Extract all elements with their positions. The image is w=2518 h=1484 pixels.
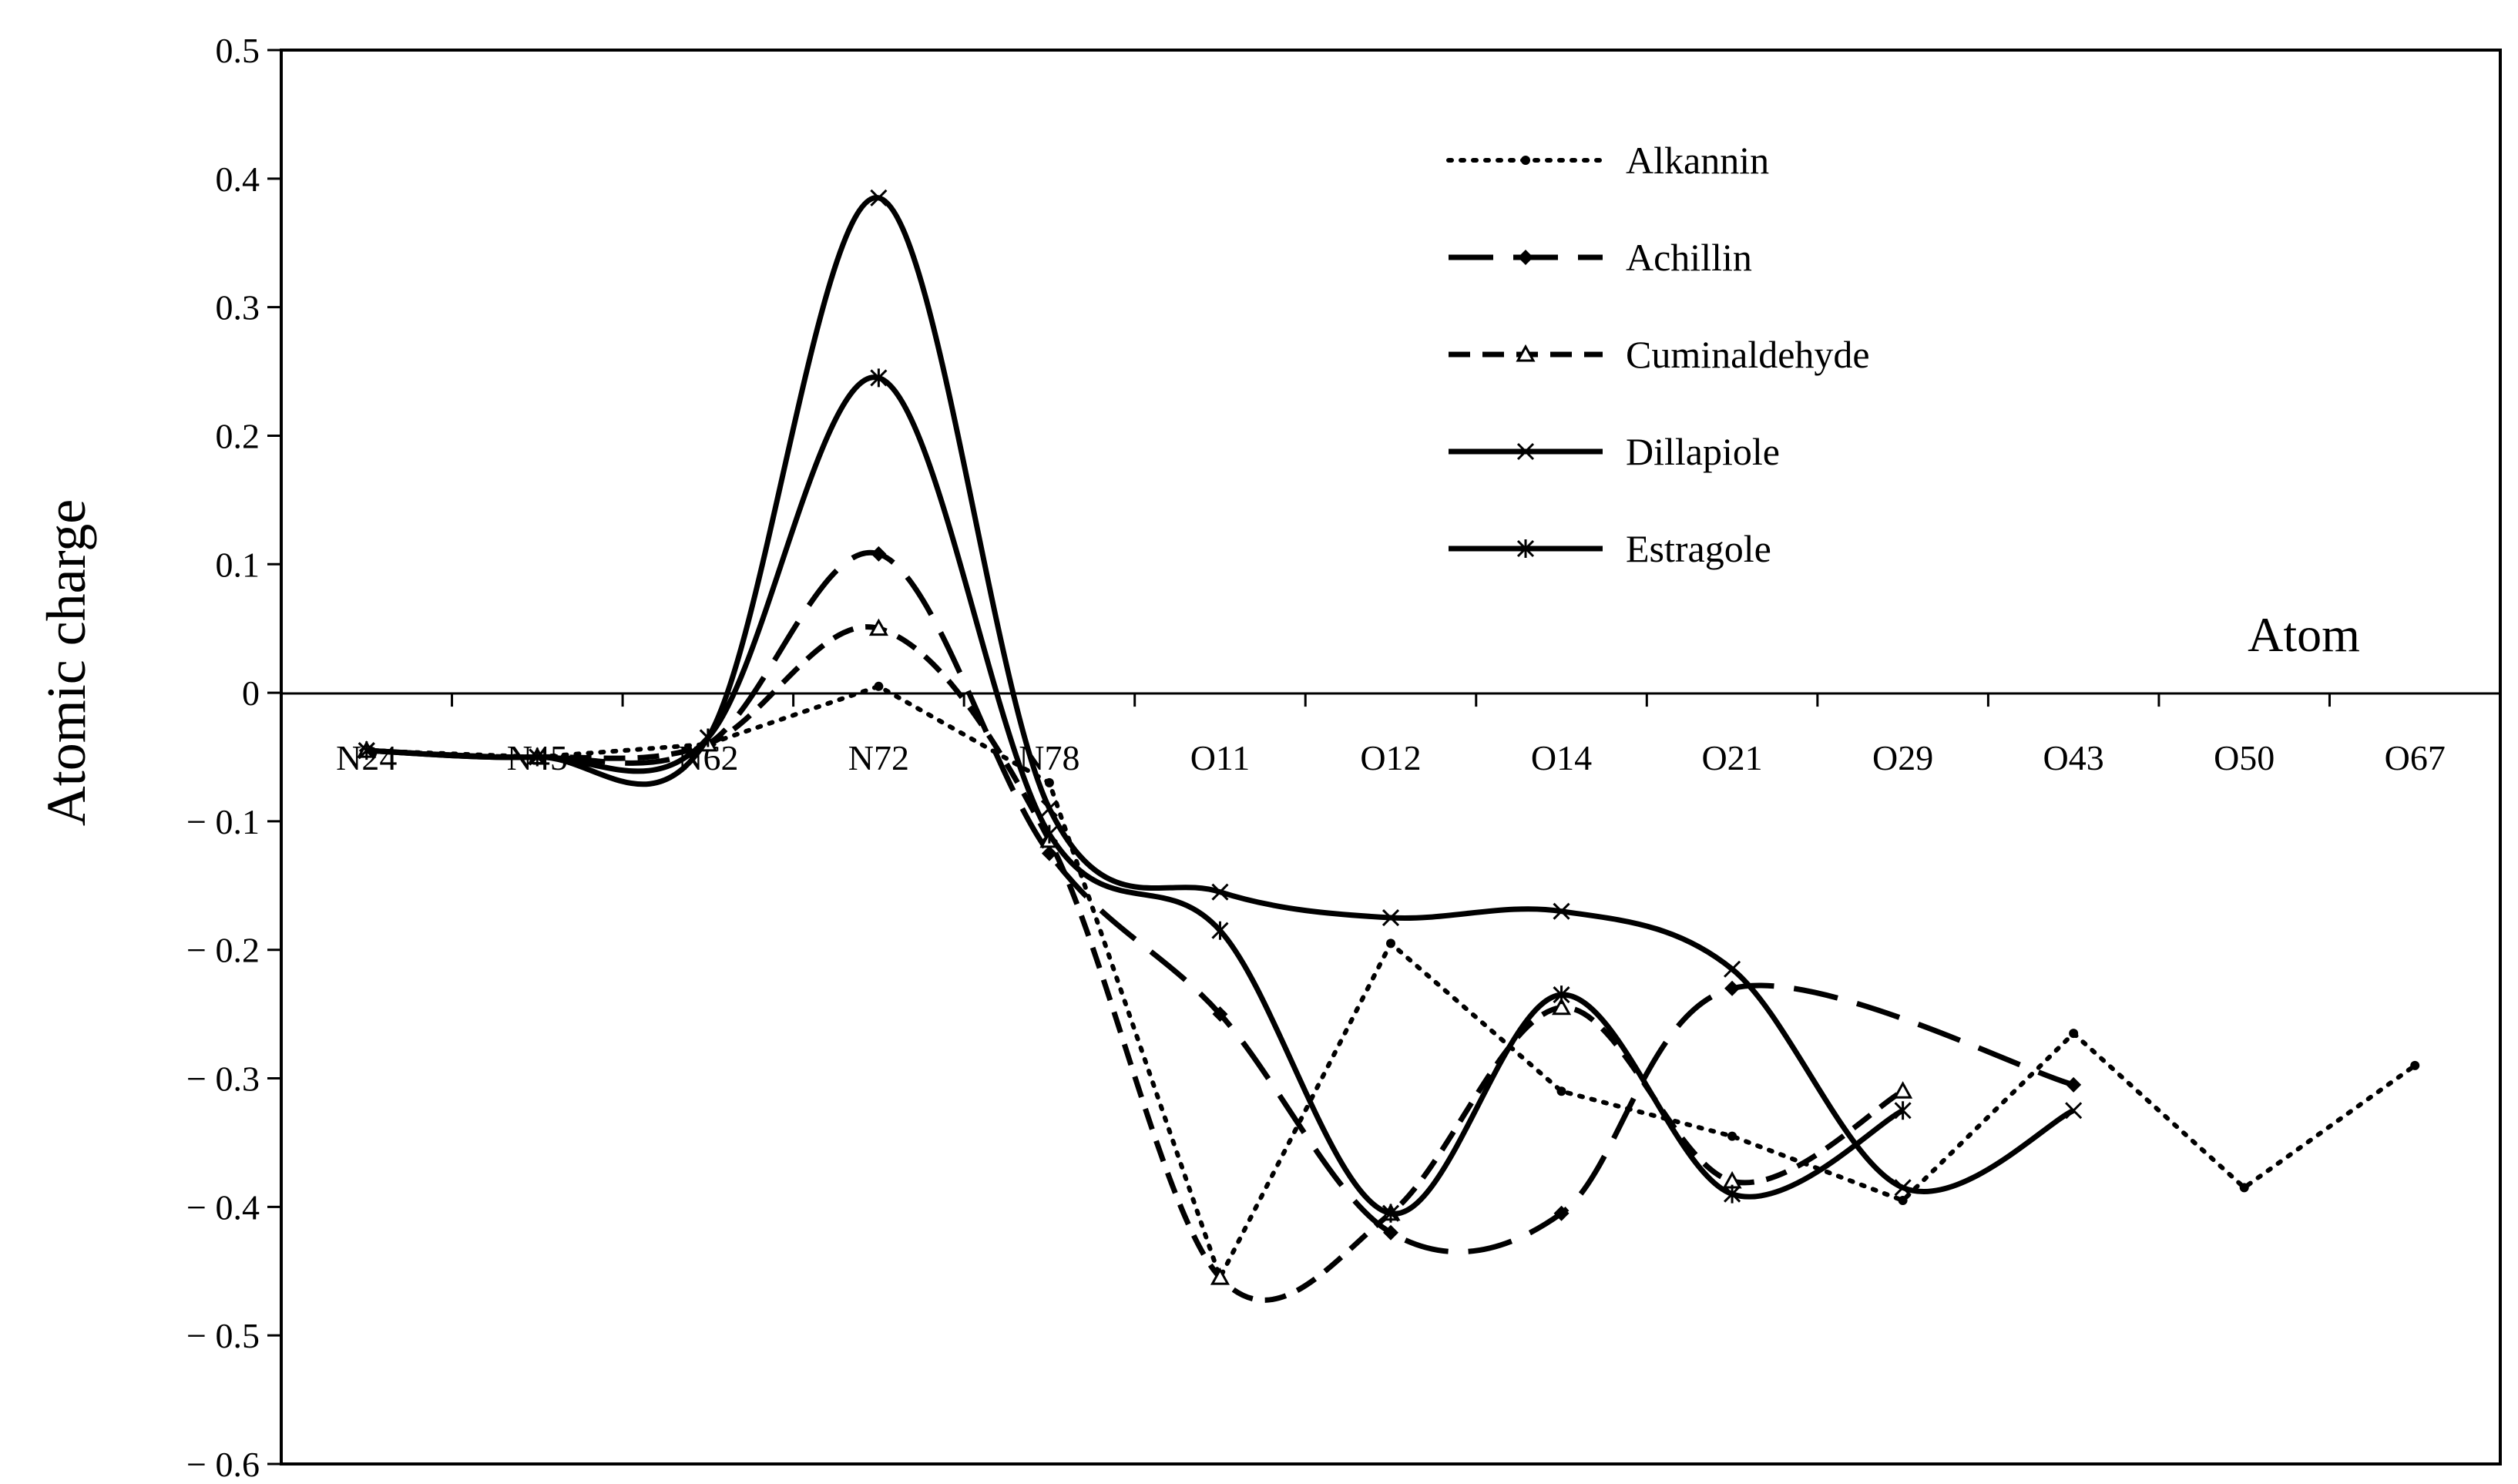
y-tick-label: 0.2 bbox=[216, 416, 260, 455]
data-point bbox=[529, 747, 546, 767]
data-point bbox=[1383, 1224, 1398, 1241]
data-point bbox=[1386, 938, 1395, 948]
legend-marker bbox=[1516, 344, 1536, 362]
data-point bbox=[1556, 1086, 1566, 1096]
data-point bbox=[2066, 1076, 2082, 1093]
data-point bbox=[871, 546, 887, 562]
legend-label: Cuminaldehyde bbox=[1626, 333, 1870, 376]
y-tick-label: 0.4 bbox=[216, 159, 260, 199]
series-line bbox=[366, 549, 2075, 1255]
y-tick-label: − 0.6 bbox=[186, 1445, 260, 1484]
data-point bbox=[1894, 1101, 1912, 1120]
y-tick-label: − 0.1 bbox=[186, 802, 260, 841]
series-estragole bbox=[358, 368, 1912, 1223]
legend-label: Alkannin bbox=[1626, 139, 1769, 182]
data-point bbox=[1211, 883, 1229, 901]
data-point bbox=[1724, 1184, 1741, 1204]
data-point bbox=[1211, 921, 1229, 940]
data-point bbox=[1553, 985, 1570, 1005]
data-point bbox=[2065, 1102, 2083, 1120]
series-line bbox=[366, 374, 1905, 1217]
legend-item: Alkannin bbox=[1446, 139, 1769, 182]
data-point bbox=[1382, 1204, 1400, 1223]
y-tick-label: 0.1 bbox=[216, 545, 260, 584]
legend-item: Dillapiole bbox=[1449, 430, 1780, 473]
legend-label: Achillin bbox=[1626, 236, 1752, 279]
data-point bbox=[1553, 902, 1570, 920]
data-point bbox=[2069, 1029, 2079, 1039]
y-tick-label: − 0.5 bbox=[186, 1316, 260, 1355]
legend-item: Achillin bbox=[1449, 236, 1752, 279]
data-point bbox=[874, 681, 884, 691]
x-tick-label: O11 bbox=[1190, 738, 1251, 777]
y-tick-label: 0 bbox=[242, 673, 260, 713]
data-point bbox=[1382, 908, 1400, 927]
data-point bbox=[1041, 845, 1057, 861]
series-achillin bbox=[358, 546, 2082, 1255]
series-line bbox=[366, 624, 1905, 1303]
legend-label: Estragole bbox=[1626, 527, 1771, 570]
legend-label: Dillapiole bbox=[1626, 430, 1780, 473]
data-point bbox=[1724, 960, 1741, 978]
data-point bbox=[868, 618, 888, 636]
data-point bbox=[1894, 1179, 1912, 1197]
x-tick-label: O12 bbox=[1360, 738, 1421, 777]
x-tick-label: O21 bbox=[1701, 738, 1762, 777]
x-tick-label: O29 bbox=[1872, 738, 1933, 777]
y-tick-label: − 0.4 bbox=[186, 1187, 260, 1227]
legend-marker bbox=[1521, 156, 1530, 165]
x-tick-label: O67 bbox=[2385, 738, 2446, 777]
data-point bbox=[1724, 980, 1741, 996]
data-point bbox=[1040, 800, 1058, 818]
data-point bbox=[1898, 1196, 1908, 1206]
data-point bbox=[1210, 1267, 1230, 1285]
data-point bbox=[870, 189, 888, 206]
data-point bbox=[1551, 997, 1572, 1016]
y-tick-label: 0.5 bbox=[216, 31, 260, 70]
y-tick-label: − 0.2 bbox=[186, 931, 260, 970]
y-axis-label: Atomic charge bbox=[35, 499, 97, 827]
legend-item: Estragole bbox=[1449, 527, 1771, 570]
data-point bbox=[870, 368, 888, 388]
legend-marker bbox=[1516, 539, 1535, 558]
data-point bbox=[358, 741, 375, 760]
data-point bbox=[2239, 1183, 2249, 1193]
data-point bbox=[1040, 824, 1058, 844]
legend-marker bbox=[1516, 442, 1535, 461]
y-tick-label: − 0.3 bbox=[186, 1059, 260, 1099]
x-tick-label: N72 bbox=[848, 738, 909, 777]
data-point bbox=[1727, 1131, 1737, 1141]
x-tick-label: O43 bbox=[2043, 738, 2104, 777]
y-tick-label: 0.3 bbox=[216, 288, 260, 327]
x-axis-label: Atom bbox=[2248, 607, 2360, 662]
data-point bbox=[699, 728, 717, 747]
data-point bbox=[2410, 1060, 2420, 1070]
data-point bbox=[1893, 1081, 1913, 1099]
x-tick-label: O50 bbox=[2214, 738, 2275, 777]
data-point bbox=[1044, 777, 1054, 787]
x-tick-label: O14 bbox=[1531, 738, 1592, 777]
plot-frame bbox=[280, 49, 2502, 1466]
data-point bbox=[1212, 1006, 1228, 1022]
legend-marker bbox=[1518, 250, 1533, 265]
series-cuminaldehyde bbox=[357, 618, 1913, 1303]
legend-item: Cuminaldehyde bbox=[1449, 333, 1870, 376]
data-point bbox=[1553, 1205, 1570, 1221]
